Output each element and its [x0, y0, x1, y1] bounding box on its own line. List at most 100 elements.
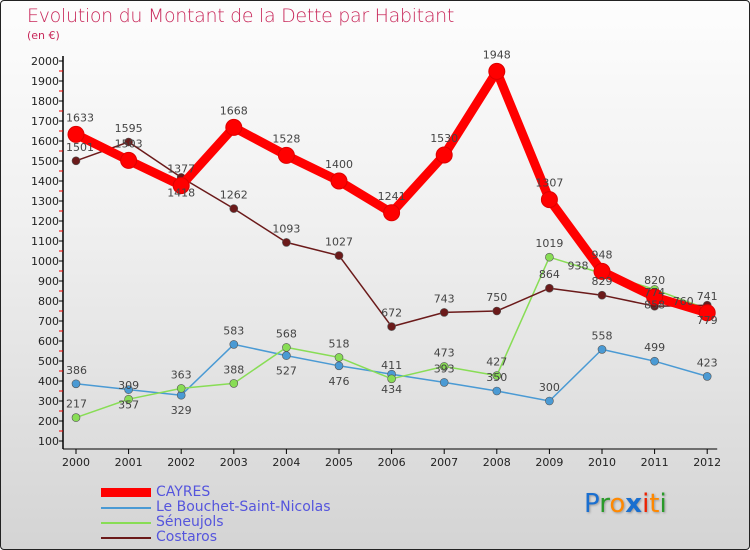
data-label: 309: [118, 379, 139, 392]
data-point: [71, 379, 81, 389]
data-point: [176, 384, 186, 393]
y-tick-label: 1700: [31, 115, 59, 128]
data-label: 217: [66, 398, 87, 411]
data-label: 1501: [66, 141, 94, 154]
data-label: 1530: [430, 132, 458, 145]
data-label: 350: [486, 371, 507, 384]
legend-item: Costaros: [101, 530, 331, 545]
data-label: 499: [644, 341, 665, 354]
legend-label: Séneujols: [156, 514, 224, 530]
y-tick-label: 1200: [31, 215, 59, 228]
logo-letter: i: [642, 489, 650, 519]
data-point: [334, 353, 344, 362]
data-label: 741: [697, 290, 718, 303]
data-label: 386: [66, 364, 87, 377]
y-tick-label: 900: [38, 275, 59, 288]
data-label: 357: [118, 399, 139, 412]
data-point: [282, 351, 291, 360]
data-point: [439, 378, 449, 387]
data-point: [435, 146, 453, 164]
data-point: [702, 372, 712, 381]
data-label: 476: [329, 375, 350, 388]
legend-swatch: [101, 521, 151, 524]
x-tick-label: 2007: [430, 456, 458, 469]
data-label: 1418: [167, 186, 195, 199]
data-point: [71, 156, 81, 166]
data-point: [124, 385, 133, 394]
y-tick-label: 700: [38, 315, 59, 328]
data-point: [439, 362, 449, 371]
data-label: 1377: [167, 163, 195, 176]
data-label: 1093: [272, 222, 300, 235]
data-label: 434: [381, 383, 402, 396]
data-point: [597, 345, 607, 354]
data-point: [593, 262, 611, 280]
data-label: 423: [697, 356, 718, 369]
data-point: [646, 288, 664, 306]
logo-letter: P: [584, 489, 600, 519]
y-tick-label: 1800: [31, 95, 59, 108]
data-label: 938: [568, 259, 589, 272]
data-label: 473: [434, 346, 455, 359]
data-label: 750: [486, 291, 507, 304]
data-label: 864: [539, 268, 560, 281]
logo-letter: r: [599, 489, 610, 519]
logo-letter: i: [659, 489, 667, 519]
data-label: 1019: [535, 237, 563, 250]
data-point: [67, 125, 85, 143]
data-point: [334, 251, 344, 260]
data-point: [124, 394, 133, 404]
x-tick-label: 2009: [535, 456, 563, 469]
legend-item: CAYRES: [101, 485, 331, 500]
y-tick-label: 1400: [31, 175, 59, 188]
x-tick-label: 2002: [167, 456, 195, 469]
data-label: 672: [381, 307, 402, 320]
data-label: 527: [276, 365, 297, 378]
data-label: 388: [223, 363, 244, 376]
y-tick-label: 300: [38, 395, 59, 408]
data-label: 518: [329, 337, 350, 350]
data-label: 820: [644, 274, 665, 287]
data-point: [492, 306, 502, 316]
data-label: 1027: [325, 236, 353, 249]
x-tick-label: 2000: [62, 456, 90, 469]
proxiti-logo: Proxiti: [584, 489, 667, 519]
data-point: [124, 137, 133, 147]
data-point: [225, 118, 243, 136]
y-tick-label: 1500: [31, 155, 59, 168]
legend-label: Costaros: [156, 529, 218, 545]
data-label: 774: [644, 286, 665, 299]
x-tick-label: 2003: [220, 456, 248, 469]
logo-letter: o: [609, 489, 626, 519]
y-tick-label: 400: [38, 375, 59, 388]
data-point: [282, 238, 291, 247]
data-label: 1262: [220, 189, 248, 202]
y-tick-label: 2000: [31, 55, 59, 68]
y-tick-label: 800: [38, 295, 59, 308]
y-tick-label: 100: [38, 435, 59, 448]
x-tick-label: 2008: [483, 456, 511, 469]
data-label: 760: [673, 295, 694, 308]
logo-letter: x: [625, 489, 643, 519]
data-point: [597, 290, 607, 300]
data-point: [545, 283, 554, 293]
data-point: [488, 62, 506, 80]
data-point: [282, 343, 291, 352]
data-point: [545, 396, 554, 406]
data-label: 1633: [66, 111, 94, 124]
y-tick-label: 1900: [31, 75, 59, 88]
data-label: 427: [486, 356, 507, 369]
data-label: 300: [539, 381, 560, 394]
y-tick-label: 1100: [31, 235, 59, 248]
data-label: 829: [592, 275, 613, 288]
data-point: [229, 204, 239, 213]
x-tick-label: 2010: [588, 456, 616, 469]
y-tick-label: 200: [38, 415, 59, 428]
legend-swatch: [101, 488, 151, 497]
data-label: 858: [644, 298, 665, 311]
chart-subtitle: (en €): [27, 29, 60, 42]
logo-letter: t: [649, 489, 660, 519]
legend-swatch: [101, 506, 151, 509]
data-label: 1400: [325, 158, 353, 171]
